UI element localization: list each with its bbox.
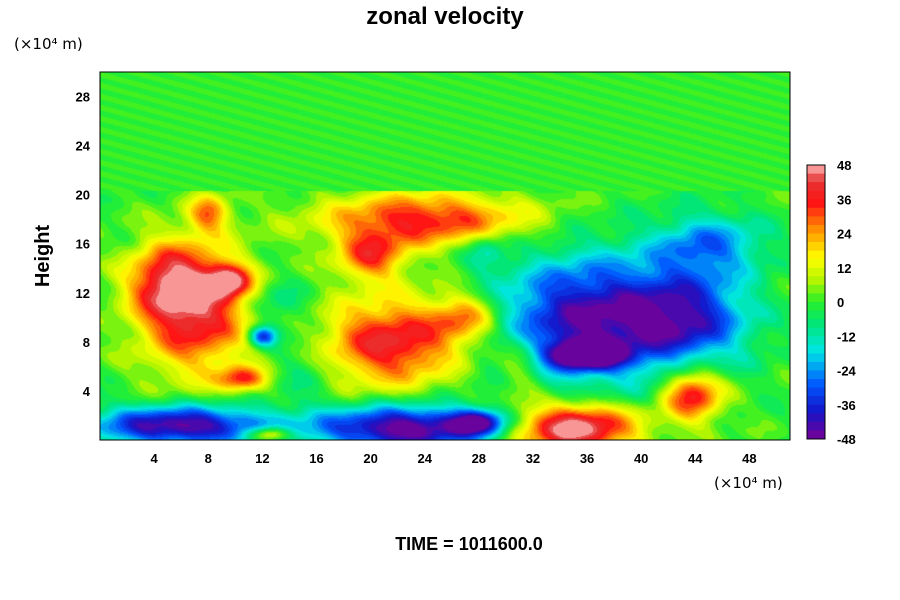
colorbar-segment xyxy=(807,233,825,243)
colorbar xyxy=(806,164,826,440)
colorbar-tick-label: 48 xyxy=(837,158,851,173)
colorbar-segment xyxy=(807,310,825,320)
x-tick-label: 16 xyxy=(309,451,323,466)
x-tick-label: 20 xyxy=(363,451,377,466)
y-axis-label: Height xyxy=(32,225,54,288)
colorbar-segment xyxy=(807,190,825,200)
x-tick-label: 4 xyxy=(151,451,159,466)
y-tick-label: 12 xyxy=(76,286,90,301)
x-tick-label: 8 xyxy=(205,451,212,466)
plot-area xyxy=(99,71,791,441)
colorbar-ticks: 48 36 24 12 0 -12 -24 -36 -48 xyxy=(837,158,857,447)
heatmap-field xyxy=(100,72,790,440)
colorbar-segment xyxy=(807,327,825,337)
colorbar-tick-label: 12 xyxy=(837,261,851,276)
x-tick-label: 32 xyxy=(526,451,540,466)
colorbar-segment xyxy=(807,302,825,312)
y-axis-unit: (×10⁴ m) xyxy=(14,35,83,53)
colorbar-segment xyxy=(807,336,825,346)
colorbar-segment xyxy=(807,182,825,192)
colorbar-segment xyxy=(807,224,825,234)
x-tick-label: 28 xyxy=(472,451,486,466)
colorbar-tick-label: -48 xyxy=(837,432,856,447)
colorbar-tick-label: -36 xyxy=(837,398,856,413)
x-axis-ticks: 4 8 12 16 20 24 28 32 36 40 44 48 xyxy=(151,451,757,466)
colorbar-segment xyxy=(807,293,825,303)
x-axis-unit: (×10⁴ m) xyxy=(714,474,783,492)
y-tick-label: 16 xyxy=(76,237,90,252)
colorbar-segment xyxy=(807,344,825,354)
x-tick-label: 48 xyxy=(742,451,756,466)
colorbar-frame xyxy=(806,164,826,440)
time-label: TIME = 1011600.0 xyxy=(395,534,543,554)
colorbar-segment xyxy=(807,396,825,406)
colorbar-segment xyxy=(807,379,825,389)
x-tick-label: 44 xyxy=(688,451,703,466)
colorbar-segment xyxy=(807,387,825,397)
x-tick-label: 36 xyxy=(580,451,594,466)
colorbar-segment xyxy=(807,353,825,363)
colorbar-segment xyxy=(807,430,825,440)
colorbar-segment xyxy=(807,216,825,226)
y-tick-label: 24 xyxy=(76,139,91,154)
colorbar-segment xyxy=(807,199,825,209)
x-tick-label: 12 xyxy=(255,451,269,466)
colorbar-segment xyxy=(807,421,825,431)
plot-frame xyxy=(99,71,791,441)
colorbar-segment xyxy=(807,319,825,329)
y-tick-label: 4 xyxy=(83,384,91,399)
y-tick-label: 8 xyxy=(83,335,90,350)
colorbar-segment xyxy=(807,361,825,371)
colorbar-tick-label: -12 xyxy=(837,329,856,344)
colorbar-segment xyxy=(807,404,825,414)
colorbar-segment xyxy=(807,165,825,175)
colorbar-segment xyxy=(807,284,825,294)
y-tick-label: 20 xyxy=(76,188,90,203)
colorbar-segment xyxy=(807,276,825,286)
colorbar-tick-label: 0 xyxy=(837,295,844,310)
colorbar-segment xyxy=(807,207,825,217)
colorbar-tick-label: 36 xyxy=(837,192,851,207)
colorbar-segment xyxy=(807,242,825,252)
y-axis-ticks: 4 8 12 16 20 24 28 xyxy=(76,90,91,399)
colorbar-segment xyxy=(807,250,825,260)
colorbar-tick-label: 24 xyxy=(837,227,852,242)
x-tick-label: 24 xyxy=(417,451,432,466)
colorbar-segment xyxy=(807,173,825,183)
x-tick-label: 40 xyxy=(634,451,648,466)
colorbar-segment xyxy=(807,259,825,269)
y-tick-label: 28 xyxy=(76,90,90,105)
colorbar-tick-label: -24 xyxy=(837,364,857,379)
colorbar-segment xyxy=(807,267,825,277)
chart-title: zonal velocity xyxy=(366,3,524,30)
colorbar-segment xyxy=(807,413,825,423)
colorbar-segment xyxy=(807,370,825,380)
